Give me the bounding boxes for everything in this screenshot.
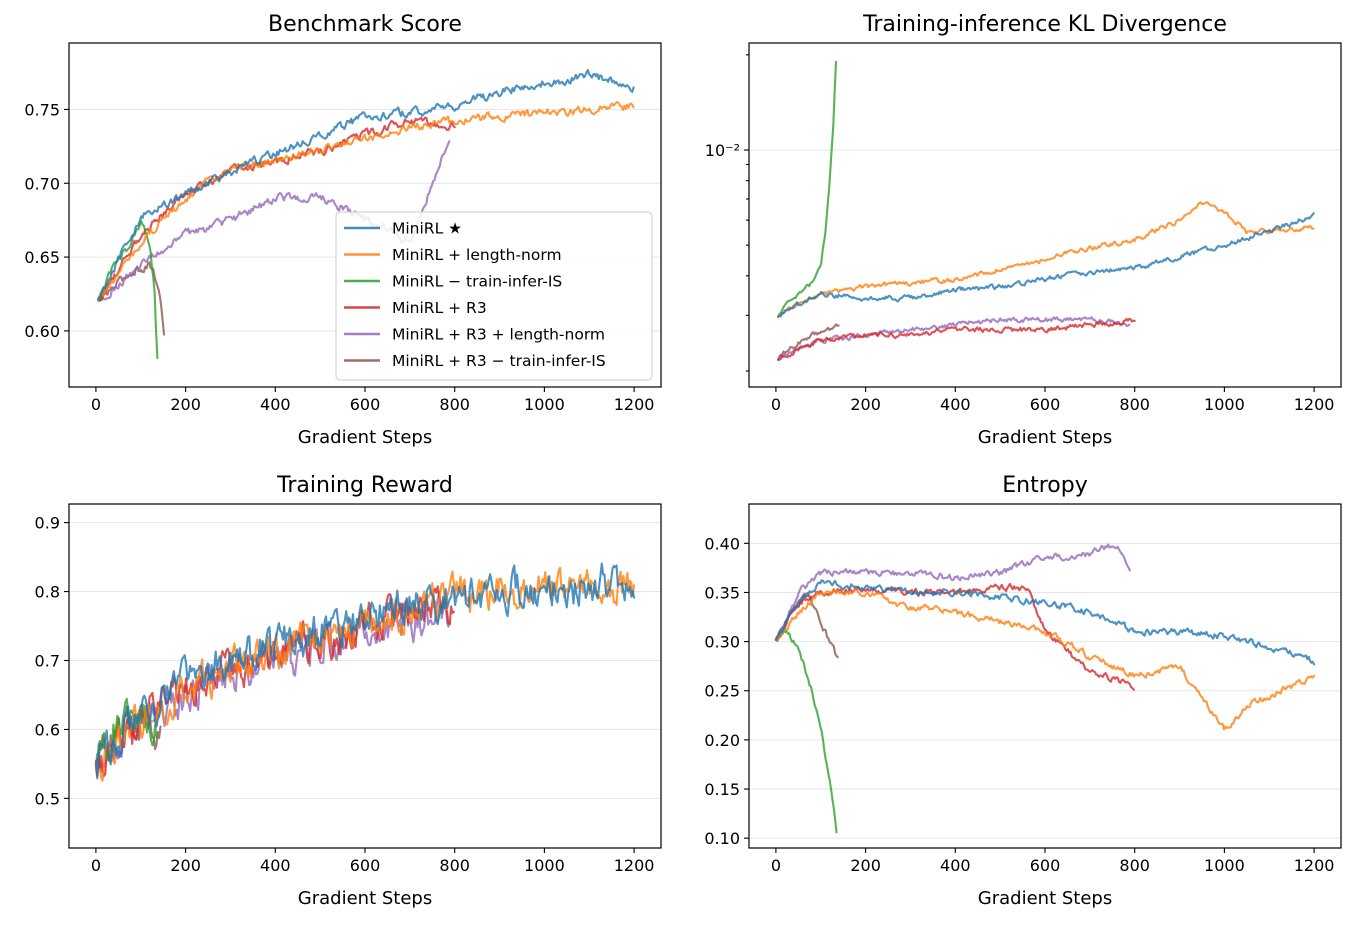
reward-series-length-norm <box>94 566 636 782</box>
entropy-xtick-label: 1200 <box>1294 856 1335 875</box>
kl-xtick-label: 1200 <box>1294 395 1335 414</box>
kl-xtick-label: 400 <box>940 395 971 414</box>
kl-xtick-label: 600 <box>1030 395 1061 414</box>
entropy-title: Entropy <box>1002 473 1087 498</box>
benchmark-xtick-label: 1200 <box>614 395 655 414</box>
entropy-xtick-label: 200 <box>850 856 881 875</box>
reward-ytick-label: 0.7 <box>35 651 60 670</box>
reward-xtick-label: 400 <box>260 856 291 875</box>
legend-label: MiniRL + R3 <box>392 299 487 317</box>
reward-ytick-label: 0.9 <box>35 514 60 533</box>
kl-ytick-label: 10⁻² <box>705 141 740 160</box>
entropy-xtick-label: 0 <box>771 856 781 875</box>
benchmark-xtick-label: 800 <box>439 395 470 414</box>
benchmark-series-r3 <box>97 116 456 302</box>
entropy-series-minirl <box>774 579 1316 666</box>
benchmark-xtick-label: 200 <box>170 395 201 414</box>
legend-label: MiniRL + length-norm <box>392 246 562 264</box>
benchmark-xtick-label: 400 <box>260 395 291 414</box>
reward-xtick-label: 800 <box>439 856 470 875</box>
kl-xtick-label: 1000 <box>1204 395 1245 414</box>
entropy-ytick-label: 0.40 <box>704 534 740 553</box>
entropy-ytick-label: 0.30 <box>704 633 740 652</box>
reward-axes-frame <box>68 503 662 849</box>
kl-title: Training-inference KL Divergence <box>862 12 1227 37</box>
legend: MiniRL ★ MiniRL + length-norm MiniRL − tra… <box>335 211 653 381</box>
reward-series-no-is <box>94 697 158 765</box>
benchmark-score-chart: Benchmark Score 0.60 0.65 0.70 0.75 0 200 400 6… <box>24 12 662 448</box>
kl-xtick-label: 200 <box>850 395 881 414</box>
benchmark-ytick-label: 0.60 <box>24 322 60 341</box>
benchmark-ytick-label: 0.70 <box>24 174 60 193</box>
entropy-ytick-label: 0.35 <box>704 583 740 602</box>
entropy-series-length-norm <box>774 588 1316 731</box>
reward-xtick-label: 1200 <box>614 856 655 875</box>
kl-series-r3-no-is <box>777 323 840 361</box>
legend-entry-r3-length-norm: MiniRL + R3 + length-norm <box>344 326 605 344</box>
reward-ytick-label: 0.5 <box>35 789 60 808</box>
benchmark-xtick-label: 600 <box>350 395 381 414</box>
legend-label: MiniRL + R3 − train-infer-IS <box>392 352 606 370</box>
entropy-series-r3-length-norm <box>774 543 1131 641</box>
entropy-ytick-label: 0.20 <box>704 731 740 750</box>
reward-ytick-label: 0.8 <box>35 583 60 602</box>
benchmark-title: Benchmark Score <box>268 12 462 37</box>
entropy-ytick-label: 0.15 <box>704 780 740 799</box>
legend-box <box>335 211 653 381</box>
reward-title: Training Reward <box>276 473 453 498</box>
benchmark-xtick-label: 1000 <box>524 395 565 414</box>
kl-xlabel: Gradient Steps <box>978 427 1112 448</box>
benchmark-series-length-norm <box>97 100 635 301</box>
reward-xtick-label: 600 <box>350 856 381 875</box>
entropy-axes-frame <box>748 503 1342 849</box>
legend-entry-minirl: MiniRL ★ <box>344 220 462 238</box>
benchmark-ytick-label: 0.65 <box>24 248 60 267</box>
entropy-xtick-label: 1000 <box>1204 856 1245 875</box>
legend-entry-r3-no-is: MiniRL + R3 − train-infer-IS <box>344 352 606 370</box>
kl-xtick-label: 800 <box>1119 395 1150 414</box>
entropy-xtick-label: 800 <box>1119 856 1150 875</box>
legend-label: MiniRL ★ <box>392 220 462 238</box>
entropy-series-no-is <box>774 629 838 834</box>
entropy-xtick-label: 400 <box>940 856 971 875</box>
reward-xtick-label: 0 <box>91 856 101 875</box>
reward-xtick-label: 200 <box>170 856 201 875</box>
kl-series-minirl <box>777 212 1315 318</box>
reward-xlabel: Gradient Steps <box>298 888 432 909</box>
reward-ytick-label: 0.6 <box>35 720 60 739</box>
entropy-series-r3 <box>774 582 1135 691</box>
entropy-xtick-label: 600 <box>1030 856 1061 875</box>
kl-series-no-is <box>777 60 838 318</box>
legend-entry-no-is: MiniRL − train-infer-IS <box>344 273 562 291</box>
entropy-ytick-label: 0.10 <box>704 829 740 848</box>
kl-series-length-norm <box>777 201 1315 318</box>
legend-entry-length-norm: MiniRL + length-norm <box>344 246 562 264</box>
kl-series-r3 <box>777 317 1136 361</box>
legend-entry-r3: MiniRL + R3 <box>344 299 487 317</box>
legend-label: MiniRL − train-infer-IS <box>392 273 562 291</box>
entropy-xlabel: Gradient Steps <box>978 888 1112 909</box>
benchmark-ytick-label: 0.75 <box>24 100 60 119</box>
reward-series-r3 <box>94 585 455 778</box>
entropy-chart: Entropy 0.10 0.15 0.20 0.25 0.30 0.35 0.40 0 200… <box>704 473 1342 909</box>
benchmark-series-minirl <box>97 69 635 301</box>
reward-xtick-label: 1000 <box>524 856 565 875</box>
benchmark-xtick-label: 0 <box>91 395 101 414</box>
kl-divergence-chart: Training-inference KL Divergence 10⁻² 0 20… <box>705 12 1342 448</box>
training-reward-chart: Training Reward 0.5 0.6 0.7 0.8 0.9 0 200 400 60… <box>35 473 662 909</box>
kl-series-r3-length-norm <box>777 316 1131 361</box>
kl-xtick-label: 0 <box>771 395 781 414</box>
legend-label: MiniRL + R3 + length-norm <box>392 326 605 344</box>
entropy-ytick-label: 0.25 <box>704 682 740 701</box>
benchmark-series-no-is <box>97 219 159 360</box>
reward-series-minirl <box>94 562 636 777</box>
benchmark-xlabel: Gradient Steps <box>298 427 432 448</box>
